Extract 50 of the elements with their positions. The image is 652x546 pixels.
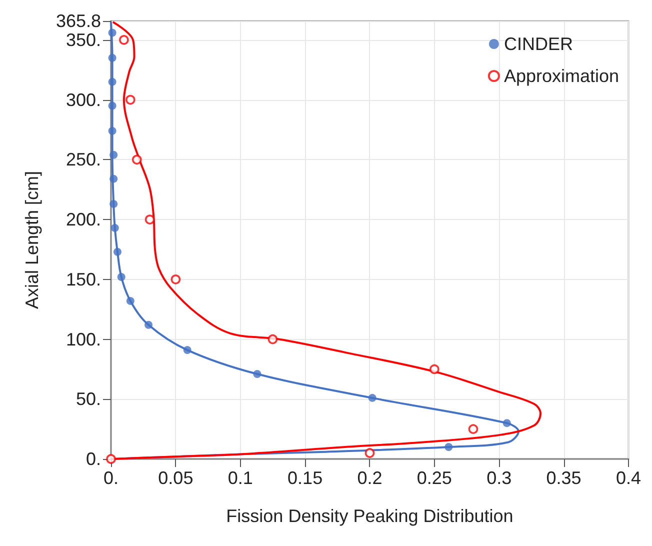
x-tick-label: 0.05 (158, 468, 194, 488)
y-tick-label: 150. (66, 269, 101, 290)
x-tick-label: 0.15 (288, 468, 323, 488)
point (368, 394, 376, 402)
x-tick-label: 0.4 (616, 468, 642, 488)
point (108, 28, 116, 37)
x-tick-label: 0.3 (486, 468, 512, 488)
point (132, 154, 142, 165)
point (170, 274, 181, 284)
point (364, 448, 375, 458)
legend-label: Approximation (504, 66, 620, 86)
point (110, 150, 118, 159)
y-axis-title: Axial Length [cm] (22, 170, 42, 310)
point (268, 334, 278, 344)
point (126, 94, 136, 105)
point (253, 370, 262, 378)
x-axis-title: Fission Density Peaking Distribution (226, 506, 514, 526)
x-tick-label: 0.25 (416, 468, 452, 488)
point (106, 454, 116, 464)
point (113, 248, 122, 256)
y-tick-label: 0. (86, 449, 101, 469)
x-tick-label: 0. (103, 468, 119, 488)
y-tick-label: 200. (66, 210, 101, 230)
point (144, 320, 153, 329)
y-tick-label: 250. (66, 150, 101, 170)
y-tick-label: 50. (76, 389, 101, 410)
x-tick-label: 0.2 (357, 468, 382, 488)
point (119, 35, 129, 45)
point (502, 419, 511, 428)
point (468, 424, 478, 434)
y-tick-label: 300. (66, 90, 101, 110)
y-tick-label: 100. (66, 329, 101, 350)
point (430, 364, 440, 374)
point (110, 174, 118, 183)
point (126, 296, 134, 305)
point (444, 443, 453, 452)
y-tick-label: 365.8 (56, 11, 101, 31)
x-tick-label: 0.1 (228, 468, 253, 488)
point (183, 346, 192, 354)
point (108, 102, 116, 110)
point (117, 273, 126, 281)
point (110, 200, 118, 208)
point (108, 126, 116, 135)
legend-label: CINDER (504, 34, 573, 54)
point (108, 54, 116, 62)
x-tick-label: 0.35 (546, 468, 582, 488)
point (110, 224, 119, 232)
point (108, 78, 116, 86)
point (144, 214, 155, 224)
y-tick-label: 350. (66, 30, 101, 50)
